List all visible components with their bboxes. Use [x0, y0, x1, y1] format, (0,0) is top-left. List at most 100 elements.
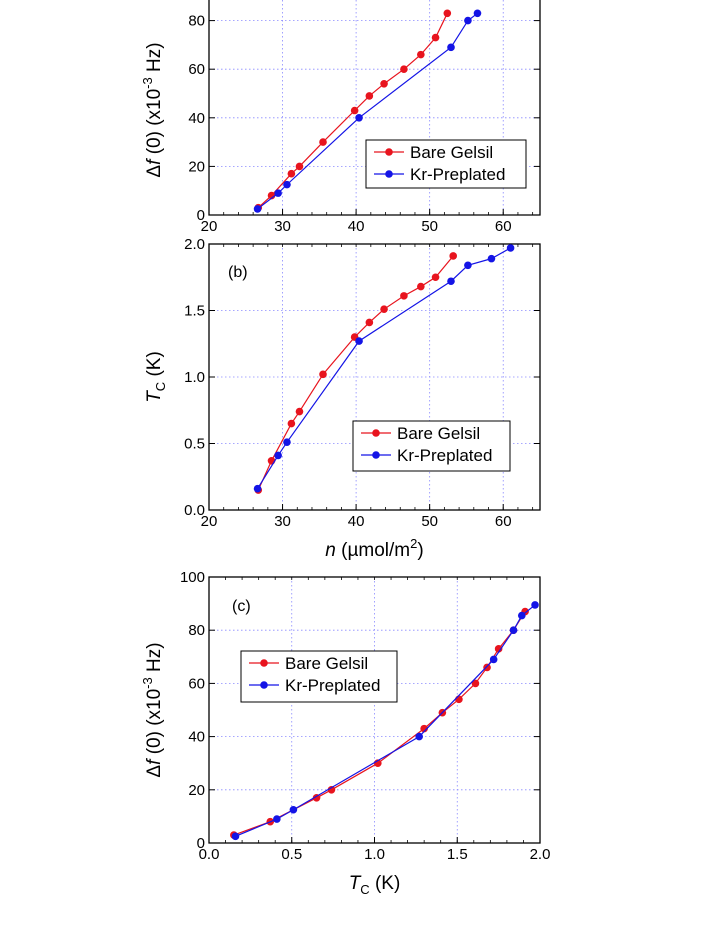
data-point — [431, 273, 440, 282]
x-tick-label: 30 — [274, 513, 291, 530]
data-point — [400, 65, 408, 73]
data-point — [517, 611, 526, 620]
legend-marker — [372, 429, 380, 437]
data-point — [287, 169, 296, 178]
y-tick-label: 20 — [188, 782, 205, 799]
data-point — [380, 79, 388, 88]
plot-frame — [208, 576, 541, 844]
data-point — [483, 663, 491, 672]
data-point — [287, 419, 296, 428]
data-point — [350, 106, 359, 115]
data-point — [506, 244, 515, 252]
y-tick-label: 100 — [180, 569, 205, 586]
data-point — [365, 92, 374, 100]
x-tick-label: 1.0 — [364, 846, 385, 863]
data-point — [464, 16, 472, 25]
y-tick-label: 40 — [188, 729, 205, 746]
data-point — [312, 793, 321, 802]
panel-label: (c) — [232, 598, 251, 615]
data-point — [231, 832, 240, 841]
y-tick-label: 80 — [188, 622, 205, 639]
data-point — [443, 9, 452, 18]
data-point — [253, 205, 262, 213]
data-point — [380, 305, 388, 313]
plot-frame — [208, 243, 541, 511]
legend-box — [240, 650, 398, 703]
legend-marker — [260, 659, 268, 667]
data-point — [355, 114, 363, 122]
data-point — [319, 370, 327, 379]
legend-box — [365, 139, 527, 189]
data-point — [327, 786, 336, 794]
y-tick-label: 0.0 — [184, 502, 205, 519]
data-point — [273, 815, 281, 823]
data-point — [494, 645, 503, 653]
x-axis-label: TC (K) — [349, 873, 401, 897]
plot-frame — [208, 0, 541, 216]
x-tick-label: 20 — [201, 218, 218, 235]
y-axis-label: TC (K) — [144, 351, 168, 403]
x-tick-label: 1.5 — [447, 846, 468, 863]
series-line-bare-gelsil — [233, 611, 526, 836]
data-point — [400, 292, 408, 300]
y-tick-label: 60 — [188, 675, 205, 692]
data-point — [489, 655, 498, 664]
legend-label: Kr-Preplated — [397, 446, 492, 465]
data-point — [417, 50, 425, 59]
y-axis-label: Δf (0) (x10-3 Hz) — [140, 42, 165, 177]
data-point — [355, 337, 363, 345]
legend-marker — [260, 681, 268, 689]
x-axis-label: n (µmol/m2) — [325, 536, 423, 561]
data-point — [289, 805, 298, 814]
y-tick-label: 60 — [188, 61, 205, 78]
y-tick-label: 20 — [188, 158, 205, 175]
legend-marker — [385, 170, 393, 178]
data-point — [420, 724, 428, 733]
data-point — [295, 162, 304, 171]
data-point — [274, 189, 282, 197]
x-tick-label: 40 — [348, 513, 365, 530]
x-tick-label: 60 — [495, 513, 512, 530]
y-tick-label: 0 — [197, 835, 205, 852]
x-tick-label: 0.0 — [199, 846, 220, 863]
data-point — [509, 626, 518, 634]
y-tick-label: 0.5 — [184, 436, 205, 453]
data-point — [473, 9, 482, 18]
data-point — [415, 732, 423, 741]
data-point — [319, 138, 327, 146]
y-tick-label: 40 — [188, 110, 205, 127]
legend-label: Kr-Preplated — [410, 165, 505, 184]
data-point — [464, 261, 472, 270]
data-point — [283, 438, 291, 446]
data-point — [295, 407, 304, 416]
legend-label: Bare Gelsil — [410, 143, 493, 162]
data-point — [365, 318, 374, 327]
data-point — [455, 695, 463, 704]
panel-c: 0.0 0.5 1.0 1.5 2.0 0 20 40 60 80 100 (c) Bare Gelsi… — [140, 569, 550, 897]
data-point — [447, 43, 455, 52]
x-tick-label: 2.0 — [530, 846, 551, 863]
data-point — [417, 282, 425, 291]
x-tick-label: 50 — [421, 513, 438, 530]
y-tick-label: 1.0 — [184, 369, 205, 386]
legend-label: Bare Gelsil — [397, 424, 480, 443]
y-tick-label: 2.0 — [184, 236, 205, 253]
y-tick-label: 1.5 — [184, 303, 205, 320]
y-tick-label: 80 — [188, 13, 205, 30]
data-point — [253, 484, 262, 493]
legend-box — [352, 420, 511, 472]
data-point — [283, 180, 291, 189]
data-point — [471, 679, 480, 688]
data-point — [449, 252, 458, 260]
x-tick-label: 30 — [274, 218, 291, 235]
data-point — [447, 277, 455, 286]
x-tick-label: 40 — [348, 218, 365, 235]
x-tick-label: 20 — [201, 513, 218, 530]
y-axis-label: Δf (0) (x10-3 Hz) — [140, 642, 165, 777]
data-point — [531, 601, 539, 609]
legend-label: Kr-Preplated — [285, 676, 380, 695]
panel-b: 20 30 40 50 60 0.0 0.5 1.0 1.5 2.0 (b) Bare Gelsil K… — [144, 236, 541, 561]
series-line-kr-preplated — [235, 604, 536, 837]
